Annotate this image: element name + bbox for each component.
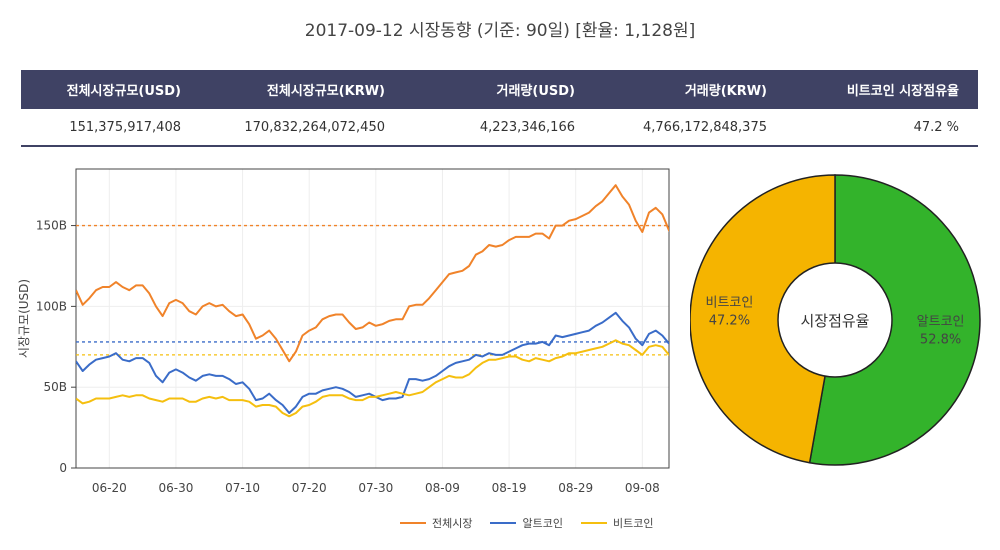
page-title: 2017-09-12 시장동향 (기준: 90일) [환율: 1,128원] bbox=[304, 21, 696, 41]
legend-swatch bbox=[580, 522, 607, 524]
chart-legend[interactable]: 전체시장 알트코인 비트코인 bbox=[400, 515, 653, 531]
header-volume-krw: 거래량(KRW) bbox=[684, 84, 767, 99]
market-cap-line-chart[interactable]: 06-20 06-30 07-10 07-20 07-30 08-09 08-19 08-29… bbox=[0, 155, 690, 505]
cell-volume-usd: 4,223,346,166 bbox=[479, 119, 575, 135]
plot-frame bbox=[75, 168, 670, 469]
header-btc-share: 비트코인 시장점유율 bbox=[846, 84, 959, 99]
market-stats-table: 전체시장규모(USD) 전체시장규모(KRW) 거래량(USD) 거래량(KRW… bbox=[21, 70, 978, 147]
donut-hole bbox=[777, 262, 893, 378]
legend-swatch bbox=[490, 522, 517, 524]
cell-volume-krw: 4,766,172,848,375 bbox=[642, 119, 767, 135]
legend-swatch bbox=[400, 522, 426, 524]
series-line[interactable] bbox=[76, 184, 682, 363]
x-tick-label: 08-09 bbox=[425, 481, 460, 495]
legend-item[interactable]: 비트코인 bbox=[580, 515, 654, 531]
table-header-row: 전체시장규모(USD) 전체시장규모(KRW) 거래량(USD) 거래량(KRW… bbox=[21, 70, 978, 109]
y-axis-label: 시장규모(USD) bbox=[17, 279, 31, 358]
y-tick-label: 50B bbox=[43, 380, 67, 394]
slice-percent: 52.8% bbox=[920, 332, 961, 347]
slice-label: 비트코인 bbox=[705, 296, 753, 311]
x-tick-label: 06-30 bbox=[159, 481, 194, 495]
header-total-usd: 전체시장규모(USD) bbox=[66, 84, 181, 99]
cell-btc-share: 47.2 % bbox=[913, 119, 959, 135]
x-tick-label: 07-10 bbox=[225, 481, 260, 495]
legend-label: 전체시장 bbox=[432, 517, 473, 530]
pie-slice[interactable] bbox=[690, 174, 836, 464]
header-total-krw: 전체시장규모(KRW) bbox=[266, 84, 385, 99]
legend-item[interactable]: 알트코인 bbox=[490, 515, 563, 531]
legend-label: 알트코인 bbox=[522, 517, 563, 530]
x-tick-label: 08-19 bbox=[492, 481, 527, 495]
slice-percent: 47.2% bbox=[709, 314, 750, 329]
y-tick-label: 100B bbox=[36, 299, 67, 313]
x-tick-label: 08-29 bbox=[558, 481, 593, 495]
y-tick-label: 150B bbox=[36, 219, 67, 233]
series-line[interactable] bbox=[76, 311, 682, 414]
series-line[interactable] bbox=[76, 339, 682, 418]
x-tick-label: 06-20 bbox=[92, 481, 127, 495]
cell-total-usd: 151,375,917,408 bbox=[69, 119, 181, 135]
table-row: 151,375,917,408 170,832,264,072,450 4,22… bbox=[21, 109, 978, 147]
pie-slice[interactable] bbox=[808, 174, 981, 466]
slice-label: 알트코인 bbox=[917, 314, 965, 329]
market-share-donut-chart[interactable]: 알트코인 52.8% 비트코인 47.2% 시장점유율 bbox=[690, 170, 990, 480]
x-tick-label: 09-08 bbox=[625, 481, 660, 495]
header-volume-usd: 거래량(USD) bbox=[496, 84, 575, 99]
x-tick-label: 07-20 bbox=[292, 481, 327, 495]
legend-label: 비트코인 bbox=[612, 517, 654, 530]
legend-item[interactable]: 전체시장 bbox=[400, 515, 472, 531]
x-tick-label: 07-30 bbox=[358, 481, 393, 495]
y-tick-label: 0 bbox=[59, 461, 67, 475]
cell-total-krw: 170,832,264,072,450 bbox=[244, 119, 385, 135]
donut-center-label: 시장점유율 bbox=[800, 312, 869, 330]
